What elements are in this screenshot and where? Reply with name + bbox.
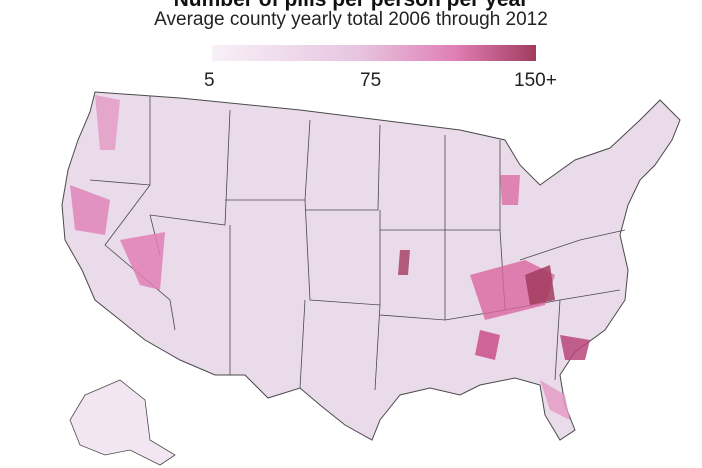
legend-label-max: 150+ — [514, 70, 557, 91]
map-title: Number of pills per person per year — [0, 0, 702, 12]
legend-label-mid: 75 — [360, 70, 382, 91]
contiguous-us — [61, 91, 681, 441]
map-subtitle: Average county yearly total 2006 through… — [154, 9, 548, 30]
legend-label-min: 5 — [204, 70, 215, 91]
legend-color-ramp — [212, 45, 536, 61]
alaska — [69, 379, 176, 466]
county-hotspots — [70, 95, 590, 420]
